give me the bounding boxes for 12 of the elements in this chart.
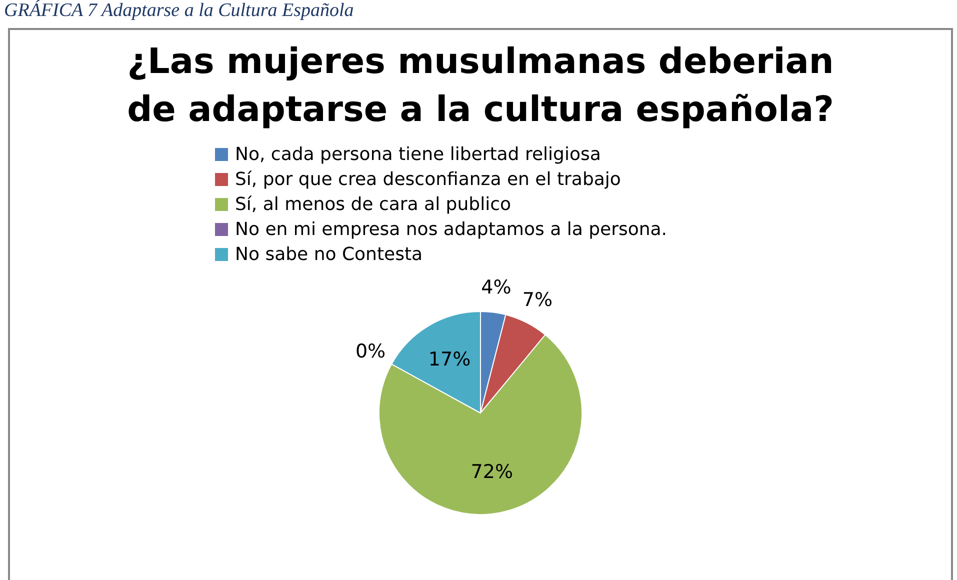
chart-title: ¿Las mujeres musulmanas deberian de adaptarse a la cultura española?	[126, 41, 835, 132]
data-label: 4%	[481, 276, 512, 298]
data-label: 17%	[428, 348, 471, 371]
text: GRÁFICA 7 Adaptarse a la Cultura Española	[3, 0, 355, 22]
text: 0%	[355, 340, 386, 362]
legend-label: Sí, al menos de cara al publico	[235, 193, 511, 217]
legend-label: No sabe no Contesta	[235, 243, 423, 267]
data-label: 7%	[522, 289, 553, 312]
data-label: 72%	[470, 460, 514, 483]
legend-label: Sí, por que crea desconfianza en el trabajo	[235, 168, 621, 192]
legend-label: No, cada persona tiene libertad religiosa	[235, 143, 601, 167]
legend-label: No en mi empresa nos adaptamos a la persona.	[235, 218, 668, 242]
